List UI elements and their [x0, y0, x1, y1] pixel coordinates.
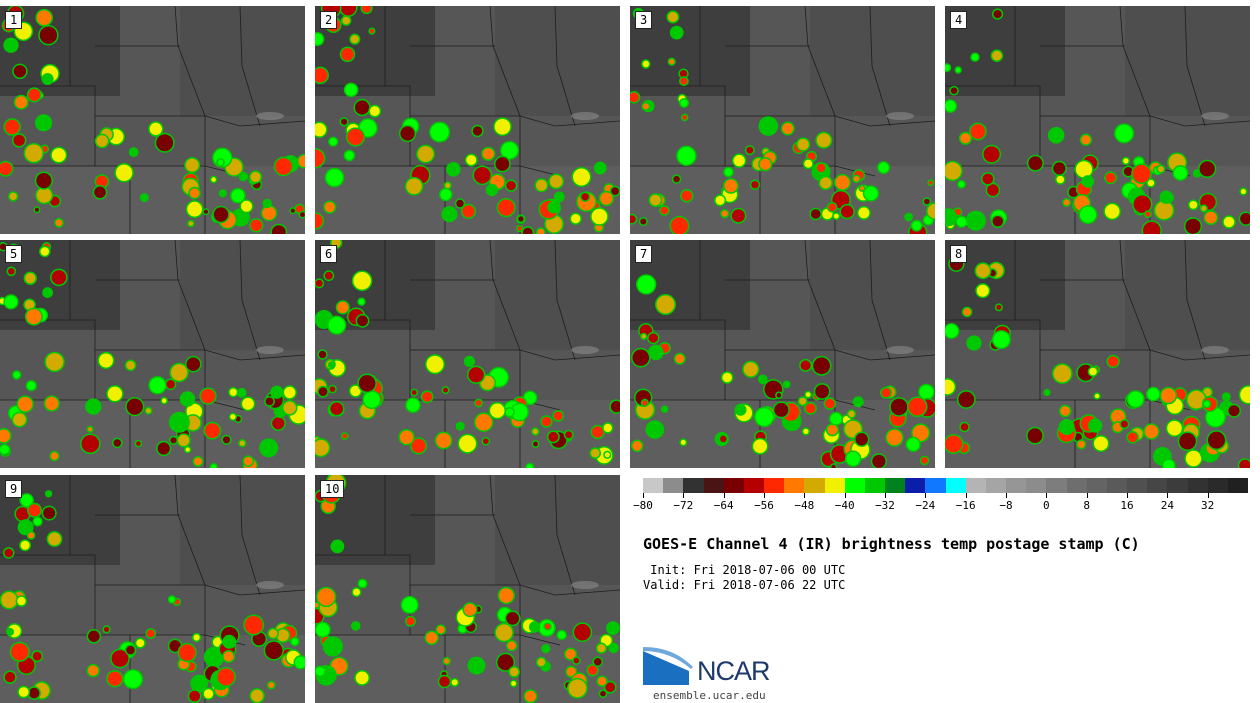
forecast-panel: 3	[630, 6, 935, 234]
map-panel-image	[0, 475, 305, 703]
panel-member-label: 7	[635, 245, 653, 263]
colorbar-bin	[683, 478, 704, 493]
temperature-colorbar	[643, 478, 1249, 493]
panel-member-label: 6	[320, 245, 338, 263]
map-panel-image	[630, 6, 935, 234]
colorbar-bin	[784, 478, 805, 493]
colorbar-bin	[1026, 478, 1047, 493]
panel-member-label: 8	[950, 245, 968, 263]
colorbar-bin	[723, 478, 744, 493]
colorbar-bin	[1086, 478, 1107, 493]
colorbar-tick-label: −72	[673, 499, 694, 512]
ncar-logo-text: NCAR	[697, 656, 771, 686]
forecast-panel: 7	[630, 240, 935, 468]
init-time: Init: Fri 2018-07-06 00 UTC	[643, 563, 846, 577]
colorbar-tick	[885, 493, 886, 498]
colorbar-tick-label: −48	[794, 499, 815, 512]
map-panel-image	[0, 6, 305, 234]
colorbar-tick-label: 16	[1120, 499, 1134, 512]
panel-member-label: 4	[950, 11, 968, 29]
ncar-logo-icon	[643, 647, 693, 685]
colorbar-tick	[1167, 493, 1169, 498]
colorbar-tick-label: 24	[1160, 499, 1174, 512]
map-panel-image	[315, 475, 620, 703]
panel-member-label: 1	[5, 11, 23, 29]
colorbar-bin	[1106, 478, 1128, 493]
forecast-panel: 8	[945, 240, 1250, 468]
colorbar-tick	[1086, 493, 1088, 498]
figure-title: GOES-E Channel 4 (IR) brightness temp po…	[643, 535, 1140, 553]
colorbar-bin	[804, 478, 825, 493]
forecast-panel: 1	[0, 6, 305, 234]
colorbar-tick-label: −8	[999, 499, 1013, 512]
colorbar-tick	[764, 493, 765, 498]
forecast-panel: 10	[315, 475, 620, 703]
forecast-panel: 2	[315, 6, 620, 234]
colorbar-bin	[663, 478, 684, 493]
colorbar-tick-label: −24	[915, 499, 936, 512]
colorbar-bin	[1046, 478, 1067, 493]
colorbar-tick	[1127, 493, 1128, 498]
colorbar-tick	[1207, 493, 1209, 498]
colorbar-bin	[925, 478, 946, 493]
panel-member-label: 2	[320, 11, 338, 29]
colorbar-bin	[864, 478, 886, 493]
map-panel-image	[945, 240, 1250, 468]
valid-time: Valid: Fri 2018-07-06 22 UTC	[643, 578, 846, 592]
colorbar-bin	[1167, 478, 1188, 493]
colorbar-tick	[643, 493, 644, 498]
colorbar-bin	[703, 478, 724, 493]
colorbar-tick	[1046, 493, 1048, 498]
map-panel-image	[630, 240, 935, 468]
colorbar-tick-label: −56	[754, 499, 774, 512]
colorbar-tick-label: 32	[1201, 499, 1215, 512]
colorbar-bin	[643, 478, 664, 493]
colorbar-bin	[1066, 478, 1087, 493]
colorbar-tick-label: −64	[713, 499, 734, 512]
forecast-panel: 5	[0, 240, 305, 468]
map-panel-image	[0, 240, 305, 468]
panel-member-label: 9	[5, 480, 23, 498]
colorbar-tick	[683, 493, 685, 498]
forecast-panel: 4	[945, 6, 1250, 234]
forecast-panel: 6	[315, 240, 620, 468]
map-panel-image	[315, 6, 620, 234]
colorbar-bin	[1006, 478, 1027, 493]
colorbar-tick-label: −32	[875, 499, 895, 512]
colorbar-bin	[1227, 478, 1249, 493]
panel-member-label: 10	[320, 480, 345, 498]
map-panel-image	[945, 6, 1250, 234]
colorbar-bin	[1207, 478, 1228, 493]
colorbar-tick	[804, 493, 806, 498]
panel-member-label: 3	[635, 11, 653, 29]
colorbar-bin	[1127, 478, 1148, 493]
colorbar-tick	[925, 493, 927, 498]
colorbar-tick	[723, 493, 725, 498]
forecast-panel: 9	[0, 475, 305, 703]
colorbar-bin	[824, 478, 845, 493]
colorbar-tick-label: −80	[633, 499, 653, 512]
colorbar-tick	[844, 493, 846, 498]
colorbar-tick-label: 0	[1043, 499, 1050, 512]
map-panel-image	[315, 240, 620, 468]
panel-member-label: 5	[5, 245, 23, 263]
colorbar-bin	[764, 478, 785, 493]
colorbar-tick-label: −40	[834, 499, 855, 512]
colorbar-bin	[945, 478, 966, 493]
colorbar-bin	[1147, 478, 1168, 493]
colorbar-bin	[743, 478, 765, 493]
colorbar-bin	[905, 478, 926, 493]
colorbar-tick	[1006, 493, 1007, 498]
colorbar-bin	[844, 478, 865, 493]
colorbar-tick	[965, 493, 967, 498]
ncar-url: ensemble.ucar.edu	[653, 689, 766, 702]
colorbar-tick-label: −16	[955, 499, 976, 512]
colorbar-bin	[965, 478, 986, 493]
colorbar-ticks: −80 −72 −64 −56 −48 −40 −32 −24 −16 −8 0 8 16 24 32	[633, 493, 1248, 513]
colorbar-bin	[985, 478, 1007, 493]
colorbar-bin	[1187, 478, 1208, 493]
colorbar-tick-label: 8	[1083, 499, 1090, 512]
colorbar-bin	[885, 478, 906, 493]
